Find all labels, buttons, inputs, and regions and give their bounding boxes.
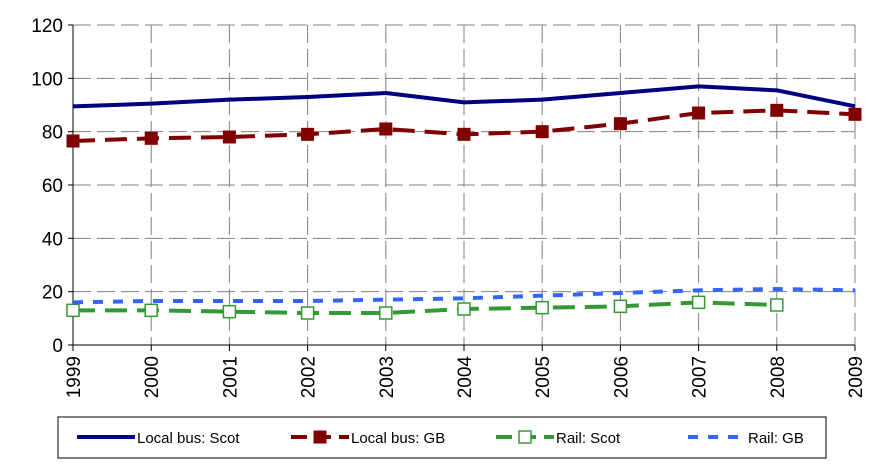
y-tick-label: 40 [42,229,63,250]
data-point [66,134,80,148]
data-point [692,106,706,120]
y-tick-label: 60 [42,176,63,197]
series-line [72,84,856,109]
data-point [222,304,237,319]
legend-item-0: Local bus: Scot [77,430,240,447]
legend-item-2: Rail: Scot [496,430,621,447]
y-axis-tick-labels: 0 20 40 60 80 100 120 [31,16,63,357]
data-point [301,127,315,141]
x-tick-label: 2003 [377,356,398,398]
data-point [613,299,628,314]
legend: Local bus: Scot Local bus: GB Rail: Scot Ra… [57,416,827,459]
data-point [222,130,236,144]
x-tick-label: 2008 [768,356,789,398]
legend-item-3: Rail: GB [688,430,804,447]
data-point [144,131,158,145]
series-line [73,300,777,315]
data-point [613,117,627,131]
y-tick-label: 0 [52,336,63,357]
x-tick-label: 2001 [220,356,241,398]
data-point [848,107,862,121]
data-point [300,306,315,320]
axes [68,24,856,351]
data-point [66,303,80,318]
grid-lines [73,24,856,345]
x-tick-label: 2006 [611,356,632,398]
x-tick-label: 2000 [142,356,163,398]
x-tick-label: 2002 [299,356,320,398]
x-tick-label: 2005 [533,356,554,398]
data-point [379,306,393,320]
legend-item-1: Local bus: GB [291,430,445,447]
y-tick-label: 100 [31,69,63,90]
data-point [457,302,471,316]
series-layer [66,84,862,320]
y-tick-label: 80 [42,123,63,144]
y-tick-label: 20 [42,283,63,304]
x-tick-label: 1999 [64,356,85,398]
data-point [770,298,784,312]
data-point [770,103,784,117]
x-tick-label: 2004 [455,356,476,399]
legend-marker [518,430,532,444]
legend-label: Local bus: Scot [137,430,240,447]
data-point [535,300,549,315]
y-tick-label: 120 [31,16,63,37]
legend-marker [313,430,327,444]
legend-label: Rail: Scot [556,430,621,447]
series-0 [72,84,856,109]
data-point [691,295,706,310]
series-1 [66,103,862,148]
data-point [379,122,393,136]
x-axis-tick-labels: 1999 2000 2001 2002 2003 2004 2005 2006 2007 2008… [64,356,867,399]
data-point [535,125,549,139]
x-tick-label: 2009 [846,356,867,398]
x-tick-label: 2007 [690,356,711,398]
legend-label: Local bus: GB [351,430,445,447]
data-point [457,127,471,141]
legend-label: Rail: GB [748,430,804,447]
data-point [144,303,158,318]
series-2 [66,295,784,320]
